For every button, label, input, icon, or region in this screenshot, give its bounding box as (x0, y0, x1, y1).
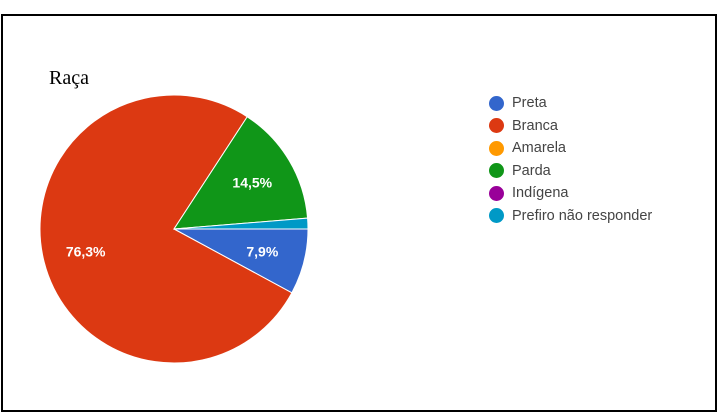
pie-slices (39, 94, 309, 364)
legend-swatch (489, 208, 504, 224)
pie-slice-label-branca: 76,3% (66, 243, 106, 259)
legend-swatch (489, 163, 504, 179)
legend-item-prefiro-nao-responder: Prefiro não responder (489, 205, 652, 228)
legend-item-branca: Branca (489, 115, 652, 138)
pie-slice-prefiro-nao-responder (173, 217, 309, 230)
legend-label: Amarela (512, 140, 566, 157)
legend-swatch (489, 118, 504, 134)
legend-item-amarela: Amarela (489, 137, 652, 160)
legend-item-parda: Parda (489, 160, 652, 183)
legend-label: Indígena (512, 185, 569, 202)
legend: Preta Branca Amarela Parda Indígena Prefiro n… (489, 92, 652, 227)
legend-item-indigena: Indígena (489, 182, 652, 205)
pie-slice-label-parda: 14,5% (232, 174, 272, 190)
legend-label: Prefiro não responder (512, 207, 653, 224)
legend-label: Branca (512, 117, 558, 134)
legend-swatch (489, 95, 504, 111)
legend-label: Preta (512, 95, 547, 112)
pie-slice-parda (173, 116, 309, 230)
pie-slice-labels: 7,9% 76,3% 14,5% (66, 174, 279, 259)
legend-swatch (489, 185, 504, 201)
pie-slice-label-preta: 7,9% (246, 243, 278, 259)
legend-label: Parda (512, 162, 551, 179)
chart-title: Raça (49, 67, 89, 89)
pie-slice-branca (39, 94, 293, 364)
legend-swatch (489, 140, 504, 156)
legend-item-preta: Preta (489, 92, 652, 115)
